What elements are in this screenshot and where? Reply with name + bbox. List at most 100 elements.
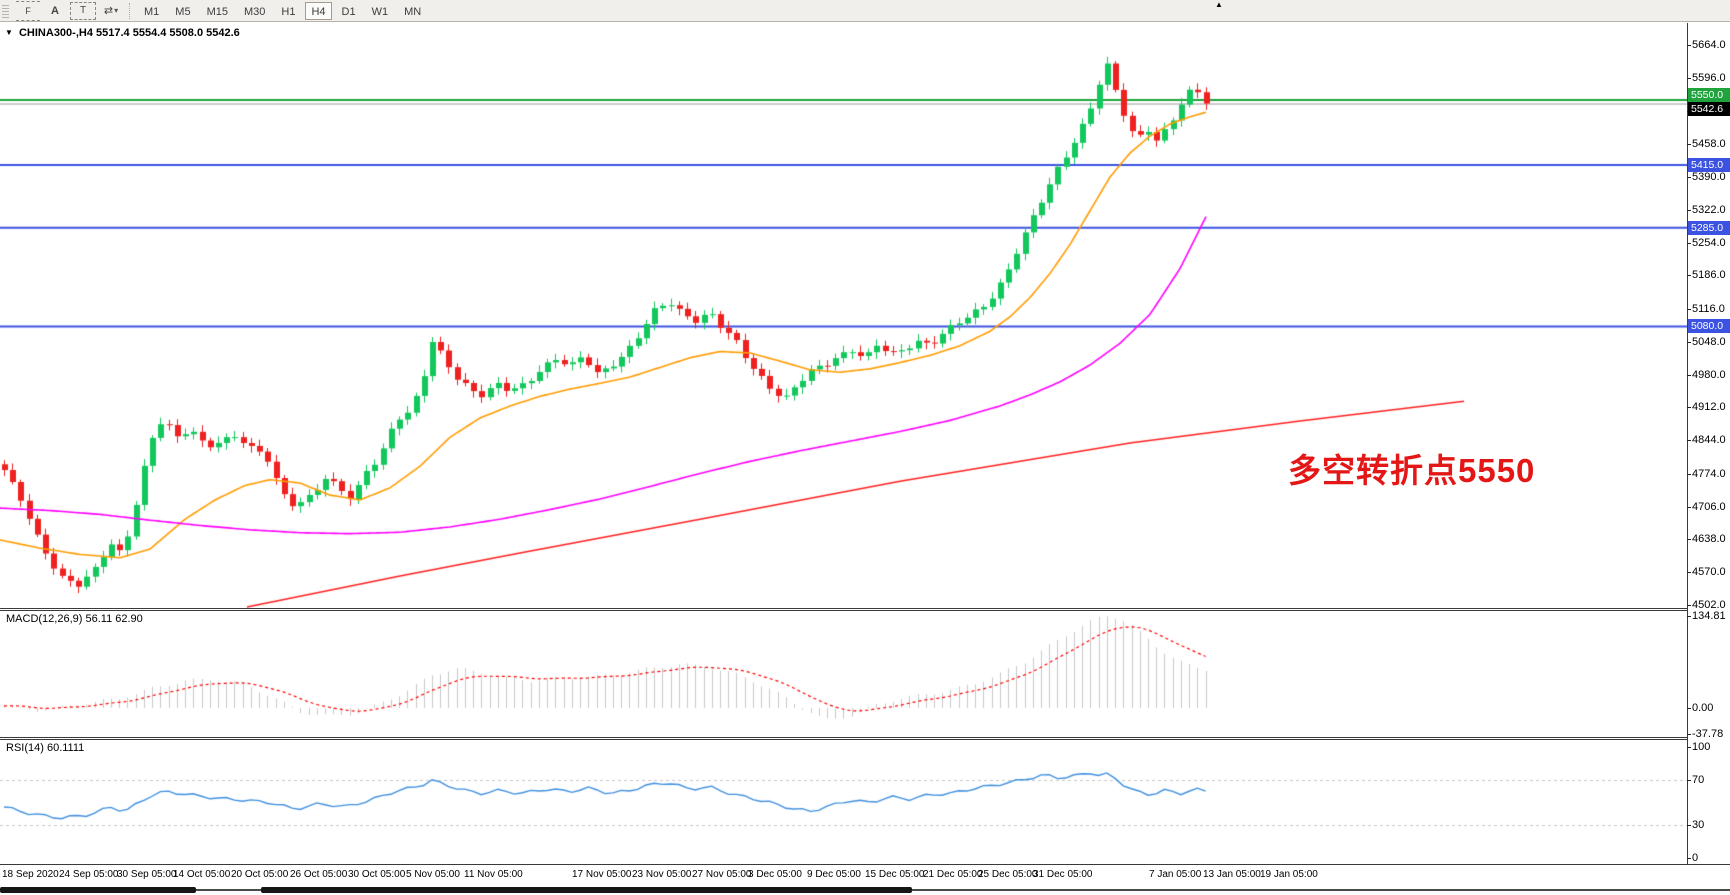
price-level-tag[interactable]: 5550.0 xyxy=(1688,88,1730,102)
cycle-arrows-glyph: ⇄ xyxy=(103,5,114,17)
price-axis-tick xyxy=(1687,177,1691,178)
macd-indicator-chart[interactable] xyxy=(0,611,1687,737)
rsi-axis-tick xyxy=(1687,780,1691,781)
rsi-axis-label: 100 xyxy=(1692,741,1711,753)
price-axis-label: 5186.0 xyxy=(1692,269,1726,281)
toolbar-separator xyxy=(129,2,130,19)
time-axis-label: 5 Nov 05:00 xyxy=(406,869,460,880)
macd-label: MACD(12,26,9) 56.11 62.90 xyxy=(6,613,143,625)
price-axis-tick xyxy=(1687,342,1691,343)
panel-separator[interactable] xyxy=(0,610,1687,611)
price-level-tag[interactable]: 5415.0 xyxy=(1688,158,1730,172)
price-axis-label: 5390.0 xyxy=(1692,171,1726,183)
time-axis-label: 21 Dec 05:00 xyxy=(923,869,983,880)
time-axis-label: 24 Sep 05:00 xyxy=(59,869,119,880)
timeframe-button-h1[interactable]: H1 xyxy=(281,5,296,18)
timeframe-button-m30[interactable]: M30 xyxy=(243,5,266,18)
panel-separator[interactable] xyxy=(0,739,1687,740)
symbol-dropdown-icon[interactable]: ▼ xyxy=(5,28,13,37)
time-axis-label: 23 Nov 05:00 xyxy=(632,869,692,880)
price-axis-tick xyxy=(1687,210,1691,211)
macd-axis-tick xyxy=(1687,734,1691,735)
price-axis-label: 4706.0 xyxy=(1692,501,1726,513)
time-axis-label: 7 Jan 05:00 xyxy=(1149,869,1202,880)
timeframe-button-d1[interactable]: D1 xyxy=(341,5,356,18)
timeframe-button-mn[interactable]: MN xyxy=(404,5,422,18)
time-axis-label: 30 Oct 05:00 xyxy=(348,869,406,880)
time-axis-label: 31 Dec 05:00 xyxy=(1033,869,1093,880)
rsi-axis-label: 0 xyxy=(1692,852,1699,864)
timeframe-button-m15[interactable]: M15 xyxy=(206,5,228,18)
toolbar-grip[interactable] xyxy=(2,3,9,18)
time-axis-label: 17 Nov 05:00 xyxy=(572,869,632,880)
price-axis-label: 4502.0 xyxy=(1692,599,1726,611)
macd-axis-label: -37.78 xyxy=(1692,728,1724,740)
cycle-arrows-icon[interactable]: ⇄ ▾ xyxy=(102,3,120,19)
price-axis-tick xyxy=(1687,45,1691,46)
text-tool-icon[interactable]: A xyxy=(51,4,59,17)
time-axis-label: 11 Nov 05:00 xyxy=(464,869,523,880)
scroll-top-marker-icon: ▲ xyxy=(1215,0,1223,9)
time-axis-label: 3 Dec 05:00 xyxy=(748,869,802,880)
price-axis-tick xyxy=(1687,507,1691,508)
macd-axis-tick xyxy=(1687,708,1691,709)
timeframe-button-group: M1 M5 M15 M30 H1 H4 D1 W1 MN xyxy=(136,1,429,20)
price-axis-label: 4638.0 xyxy=(1692,533,1726,545)
timeframe-button-h4[interactable]: H4 xyxy=(305,1,332,20)
price-axis-tick xyxy=(1687,605,1691,606)
price-axis-label: 5048.0 xyxy=(1692,336,1726,348)
price-axis-label: 5458.0 xyxy=(1692,138,1726,150)
price-axis-tick xyxy=(1687,440,1691,441)
time-axis-label: 9 Dec 05:00 xyxy=(807,869,861,880)
price-axis-label: 4570.0 xyxy=(1692,566,1726,578)
price-axis-tick xyxy=(1687,309,1691,310)
price-axis-tick xyxy=(1687,474,1691,475)
price-axis-tick xyxy=(1687,539,1691,540)
price-axis-tick xyxy=(1687,144,1691,145)
time-axis-label: 30 Sep 05:00 xyxy=(117,869,177,880)
time-axis-label: 13 Jan 05:00 xyxy=(1203,869,1261,880)
toolbar: F A T ⇄ ▾ M1 M5 M15 M30 H1 H4 D1 W1 MN xyxy=(0,0,1730,22)
time-axis-label: 14 Oct 05:00 xyxy=(173,869,231,880)
time-axis-label: 25 Dec 05:00 xyxy=(978,869,1038,880)
time-axis-label: 15 Dec 05:00 xyxy=(865,869,925,880)
window-edge-segment xyxy=(261,887,912,893)
price-level-tag[interactable]: 5285.0 xyxy=(1688,221,1730,235)
chart-annotation-text: 多空转折点5550 xyxy=(1288,452,1536,489)
time-axis-label: 18 Sep 2020 xyxy=(2,869,59,880)
timeframe-button-w1[interactable]: W1 xyxy=(371,5,389,18)
price-axis-tick xyxy=(1687,407,1691,408)
time-axis-label: 20 Oct 05:00 xyxy=(231,869,289,880)
fibonacci-icon[interactable]: F xyxy=(16,0,40,21)
timeframe-button-m1[interactable]: M1 xyxy=(144,5,160,18)
rsi-indicator-chart[interactable] xyxy=(0,740,1687,864)
macd-axis-label: 0.00 xyxy=(1692,702,1714,714)
price-axis-label: 5322.0 xyxy=(1692,204,1726,216)
price-axis-label: 5596.0 xyxy=(1692,72,1726,84)
price-axis-border xyxy=(1687,23,1688,864)
current-price-tag: 5542.6 xyxy=(1688,102,1730,116)
price-level-tag[interactable]: 5080.0 xyxy=(1688,319,1730,333)
rsi-label: RSI(14) 60.1111 xyxy=(6,742,85,754)
price-axis-label: 5254.0 xyxy=(1692,237,1726,249)
time-axis-label: 27 Nov 05:00 xyxy=(692,869,752,880)
window-edge-segment xyxy=(0,887,196,893)
text-box-icon[interactable]: T xyxy=(70,1,96,20)
price-axis-label: 4912.0 xyxy=(1692,401,1726,413)
rsi-axis-tick xyxy=(1687,747,1691,748)
main-price-chart[interactable] xyxy=(0,23,1687,608)
rsi-axis-label: 70 xyxy=(1692,774,1705,786)
panel-separator[interactable] xyxy=(0,737,1687,738)
chart-header: ▼ CHINA300-,H4 5517.4 5554.4 5508.0 5542… xyxy=(5,27,240,39)
price-axis-label: 4774.0 xyxy=(1692,468,1726,480)
price-axis-tick xyxy=(1687,572,1691,573)
macd-axis-tick xyxy=(1687,616,1691,617)
rsi-axis-tick xyxy=(1687,858,1691,859)
timeframe-button-m5[interactable]: M5 xyxy=(175,5,191,18)
price-axis-tick xyxy=(1687,375,1691,376)
rsi-axis-label: 30 xyxy=(1692,819,1705,831)
dropdown-caret-icon[interactable]: ▾ xyxy=(114,6,119,15)
panel-separator[interactable] xyxy=(0,608,1687,609)
chart-symbol-title: CHINA300-,H4 xyxy=(18,27,93,39)
